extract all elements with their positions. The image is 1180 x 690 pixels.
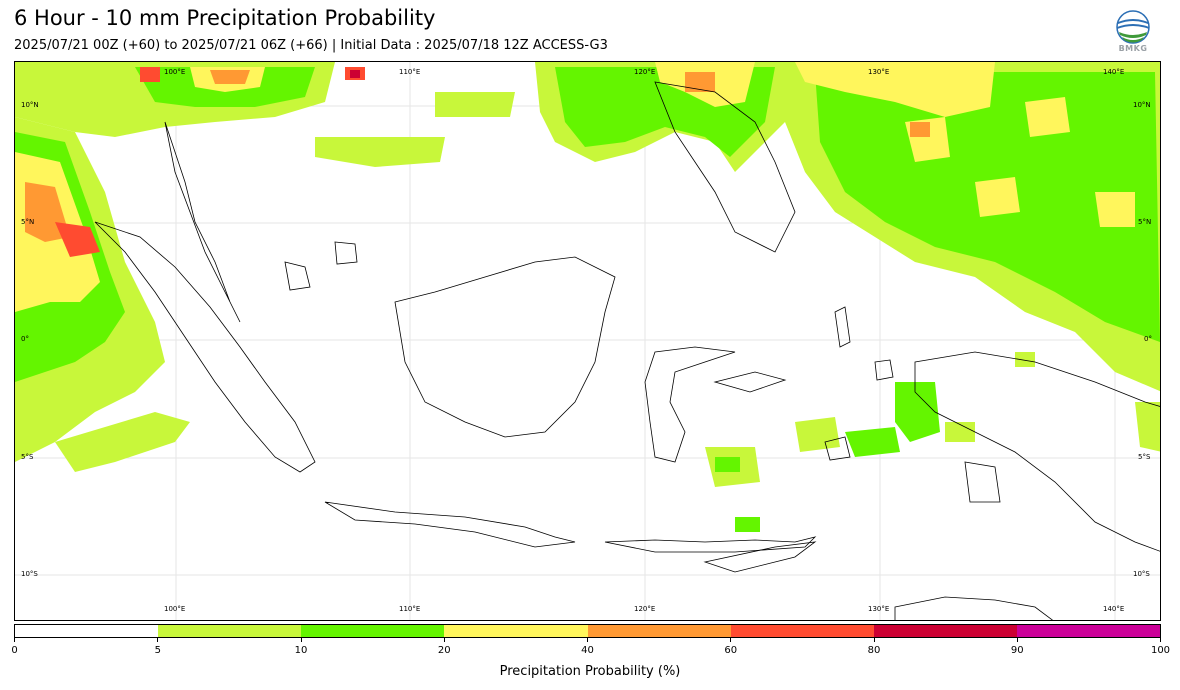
colorbar-tick-label: 5 [154, 645, 161, 656]
colorbar-tick-label: 100 [1150, 645, 1171, 656]
colorbar-tick-label: 90 [1010, 645, 1024, 656]
lon-label-top-120: 120°E [634, 68, 656, 76]
colorbar-tick-label: 20 [437, 645, 451, 656]
colorbar-segment [873, 625, 1017, 637]
lon-label-bottom-100: 100°E [164, 605, 186, 613]
lon-label-top-140: 140°E [1103, 68, 1125, 76]
colorbar-tick-label: 60 [724, 645, 738, 656]
lat-label-left-5n: 5°N [21, 218, 35, 226]
lon-label-top-110: 110°E [399, 68, 421, 76]
lat-label-right-5n: 5°N [1138, 218, 1152, 226]
logo-label: BMKG [1118, 44, 1148, 53]
lon-label-bottom-130: 130°E [868, 605, 890, 613]
colorbar-tick-mark [587, 638, 588, 642]
colorbar-tick-label: 40 [581, 645, 594, 656]
colorbar-tick-mark [873, 638, 875, 642]
colorbar-segment [158, 625, 302, 637]
lon-label-top-130: 130°E [868, 68, 890, 76]
colorbar-tick-label: 0 [11, 645, 18, 656]
lat-label-left-10n: 10°N [21, 101, 39, 109]
colorbar-tick-mark [1016, 638, 1018, 642]
lon-label-bottom-140: 140°E [1103, 605, 1125, 613]
colorbar-tick-mark [157, 638, 159, 642]
colorbar-tick-mark [14, 638, 15, 642]
colorbar-segment [301, 625, 445, 637]
lat-label-right-0: 0° [1144, 335, 1152, 343]
precipitation-map: 100°E 110°E 120°E 130°E 140°E 100°E 110°… [14, 61, 1161, 621]
bmkg-logo-icon [1116, 10, 1150, 44]
coastlines [94, 81, 1160, 620]
chart-subtitle: 2025/07/21 00Z (+60) to 2025/07/21 06Z (… [14, 38, 608, 53]
colorbar-segment [15, 625, 159, 637]
colorbar-tick-label: 80 [867, 645, 881, 656]
colorbar [14, 624, 1161, 638]
lat-label-left-5s: 5°S [21, 453, 34, 461]
chart-title: 6 Hour - 10 mm Precipitation Probability [14, 6, 436, 30]
lon-label-bottom-120: 120°E [634, 605, 656, 613]
colorbar-tick-mark [1160, 638, 1161, 642]
colorbar-tick-mark [300, 638, 302, 642]
lat-label-left-0: 0° [21, 335, 29, 343]
precipitation-fields [15, 62, 1160, 532]
lon-label-top-100: 100°E [164, 68, 186, 76]
colorbar-segment [1016, 625, 1160, 637]
lat-label-left-10s: 10°S [21, 570, 38, 578]
colorbar-tick-mark [443, 638, 445, 642]
lat-label-right-10s: 10°S [1133, 570, 1150, 578]
lat-label-right-5s: 5°S [1138, 453, 1151, 461]
colorbar-tick-mark [730, 638, 732, 642]
colorbar-segment [587, 625, 731, 637]
colorbar-tick-label: 10 [294, 645, 308, 656]
lon-label-bottom-110: 110°E [399, 605, 421, 613]
colorbar-segment [444, 625, 588, 637]
colorbar-segment [730, 625, 874, 637]
lat-label-right-10n: 10°N [1133, 101, 1151, 109]
map-canvas [15, 62, 1160, 620]
colorbar-title: Precipitation Probability (%) [499, 664, 681, 679]
